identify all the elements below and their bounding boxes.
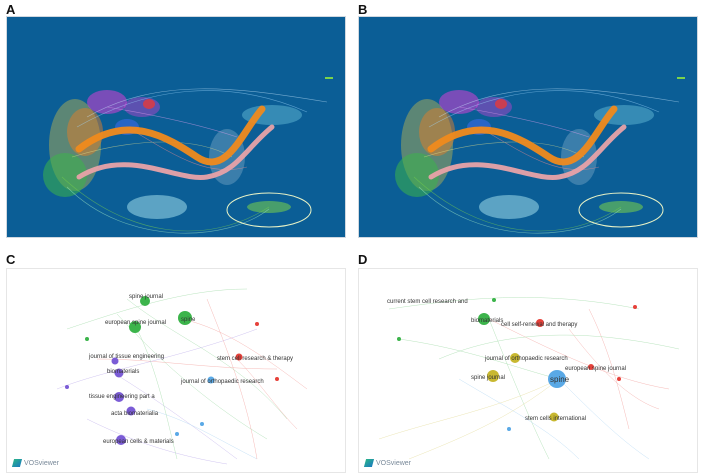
node-label: spine journal bbox=[471, 375, 505, 381]
node-label: european spine journal bbox=[105, 320, 166, 326]
labels-d: current stem cell research and biomateri… bbox=[387, 299, 626, 422]
highlight-ellipse-a bbox=[226, 192, 312, 228]
node-label: stem cell research & therapy bbox=[217, 356, 293, 362]
pink-citation-arc-b bbox=[428, 124, 627, 180]
vosviewer-logo-c: VOSviewer bbox=[11, 459, 60, 467]
node-label: stem cells international bbox=[525, 416, 586, 422]
node-label: biomaterials bbox=[107, 369, 139, 375]
node-label: spine bbox=[550, 375, 570, 384]
node-label: biomaterials bbox=[471, 318, 503, 324]
panel-label-b: B bbox=[358, 2, 368, 17]
node-label: spine journal bbox=[129, 294, 163, 300]
dual-map-overlay-a bbox=[6, 16, 346, 238]
journal-network-d: current stem cell research and biomateri… bbox=[358, 268, 698, 473]
node-label: journal of orthopaedic research bbox=[180, 379, 264, 385]
node-label: tissue engineering part a bbox=[89, 394, 155, 400]
dual-map-svg-b bbox=[395, 77, 685, 234]
node-label: cell self-renewal and therapy bbox=[501, 322, 577, 328]
network-svg-d: current stem cell research and biomateri… bbox=[378, 297, 680, 460]
labels-c: spine journal european spine journal spi… bbox=[88, 294, 293, 445]
orange-citation-arc-b bbox=[427, 105, 618, 166]
vosviewer-logo-text: VOSviewer bbox=[376, 459, 412, 467]
network-svg-c: spine journal european spine journal spi… bbox=[56, 288, 308, 465]
node-label: journal of orthopaedic research bbox=[484, 356, 568, 362]
node-label: acta biomaterialia bbox=[111, 411, 159, 417]
highlight-ellipse-b bbox=[578, 192, 664, 228]
dual-map-svg-a bbox=[43, 77, 333, 234]
edges-d bbox=[378, 297, 680, 460]
node-label: journal of tissue engineering bbox=[88, 354, 164, 360]
pink-citation-arc-a bbox=[76, 124, 275, 180]
nodes-c bbox=[65, 296, 279, 445]
node-label: spine bbox=[181, 317, 196, 323]
orange-citation-arc-a bbox=[75, 105, 266, 166]
node-label: current stem cell research and bbox=[387, 299, 468, 305]
panel-label-a: A bbox=[6, 2, 16, 17]
vosviewer-logo-icon bbox=[363, 459, 375, 467]
node-label: european spine journal bbox=[565, 366, 626, 372]
vosviewer-logo-text: VOSviewer bbox=[24, 459, 60, 467]
panel-label-c: C bbox=[6, 252, 16, 267]
panel-label-d: D bbox=[358, 252, 368, 267]
journal-network-c: spine journal european spine journal spi… bbox=[6, 268, 346, 473]
node-label: european cells & materials bbox=[103, 439, 174, 445]
edges-c bbox=[56, 288, 308, 465]
vosviewer-logo-d: VOSviewer bbox=[363, 459, 412, 467]
dual-map-overlay-b bbox=[358, 16, 698, 238]
nodes-d bbox=[397, 298, 637, 431]
vosviewer-logo-icon bbox=[11, 459, 23, 467]
